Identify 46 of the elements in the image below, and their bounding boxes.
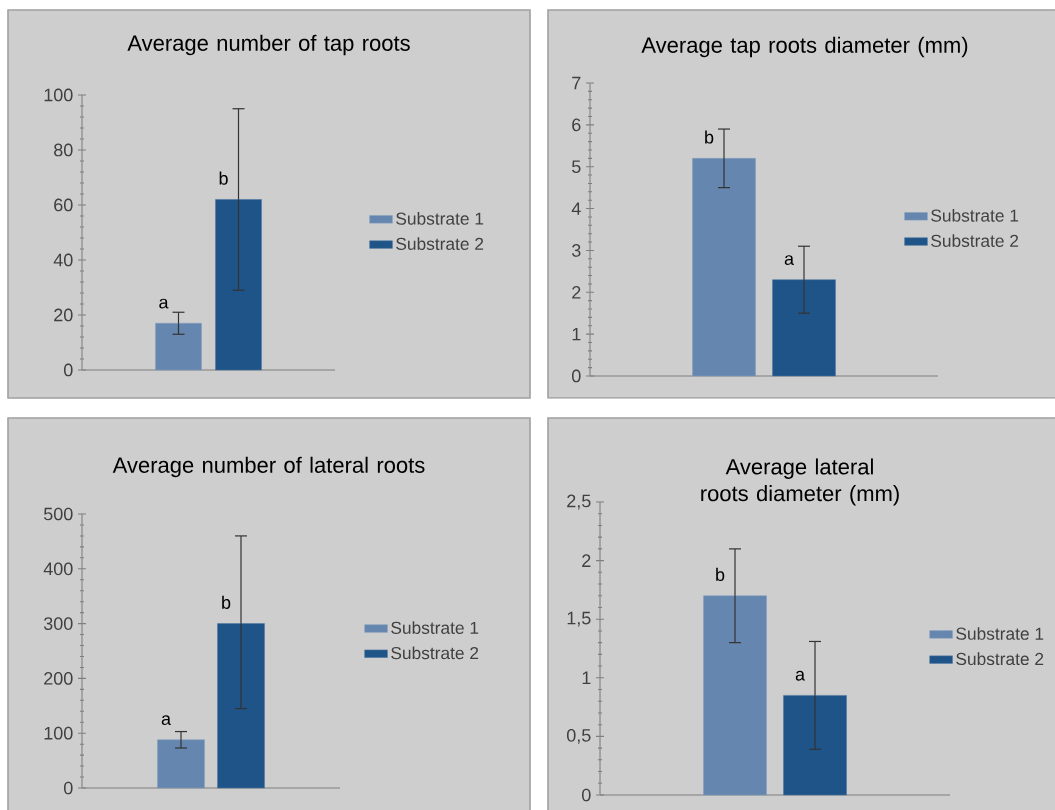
y-tick-label: 500 — [43, 507, 73, 521]
y-tick-label: 4 — [571, 202, 581, 215]
y-tick-label: 1,5 — [567, 611, 591, 627]
y-tick-label: 20 — [54, 308, 73, 322]
y-tick-label: 100 — [44, 726, 73, 740]
chart-title: Average number of tap roots — [127, 34, 410, 56]
y-tick-label: 6 — [572, 118, 581, 132]
y-tick-label: 5 — [572, 160, 581, 173]
y-tick-label: 200 — [44, 672, 73, 685]
data-label: b — [716, 567, 725, 582]
data-label: b — [705, 130, 714, 144]
y-tick-label: 2 — [572, 286, 581, 299]
legend-label: Substrate 2 — [931, 234, 1019, 247]
y-tick-label: 0 — [63, 781, 73, 795]
chart-title: Average tap roots diameter (mm) — [641, 36, 968, 58]
y-tick-label: 2,5 — [567, 494, 591, 510]
legend-label: Substrate 2 — [396, 237, 484, 250]
y-tick-label: 60 — [54, 198, 73, 212]
y-tick-label: 40 — [53, 253, 73, 267]
chart-title: Average lateral roots diameter (mm) — [701, 458, 899, 506]
data-label: a — [784, 255, 795, 266]
data-label: b — [219, 171, 228, 185]
data-label: b — [222, 595, 231, 609]
y-tick-label: 0,5 — [566, 728, 591, 744]
legend-label: Substrate 1 — [956, 627, 1044, 640]
chart-title: Average number of lateral roots — [112, 456, 425, 478]
legend-label: Substrate 1 — [396, 212, 484, 225]
legend-label: Substrate 2 — [956, 652, 1044, 666]
y-tick-label: 1 — [572, 327, 581, 341]
legend-label: Substrate 2 — [391, 646, 479, 660]
y-tick-label: 400 — [43, 562, 73, 576]
data-label: a — [795, 670, 806, 681]
legend-label: Substrate 1 — [931, 209, 1019, 222]
y-tick-label: 7 — [572, 76, 581, 90]
data-label: a — [161, 715, 172, 726]
y-tick-label: 2 — [582, 554, 591, 567]
y-tick-label: 100 — [44, 88, 73, 102]
y-tick-label: 0 — [582, 788, 591, 802]
y-tick-label: 0 — [572, 369, 581, 383]
data-label: a — [159, 298, 169, 309]
y-tick-label: 1 — [582, 671, 591, 684]
y-tick-label: 300 — [43, 617, 73, 630]
y-tick-label: 0 — [63, 363, 73, 377]
legend-label: Substrate 1 — [391, 621, 479, 634]
y-tick-label: 3 — [571, 244, 581, 257]
y-tick-label: 80 — [54, 143, 73, 157]
